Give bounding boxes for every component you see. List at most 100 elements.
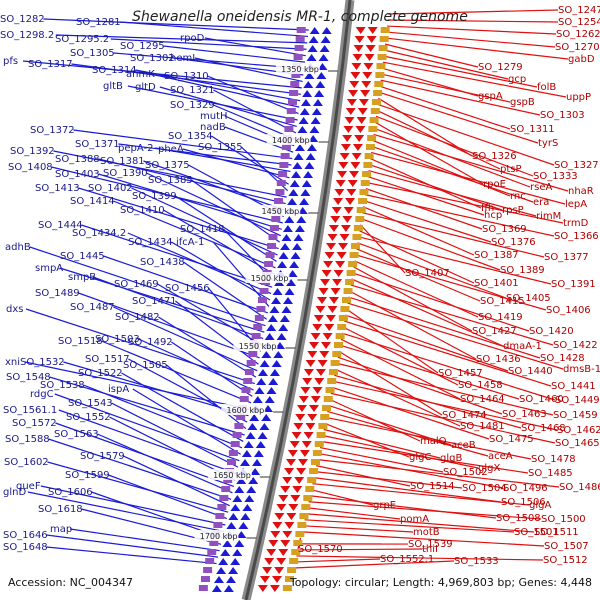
forward-gene-leader: [113, 306, 258, 372]
reverse-gene-label: SO_1422: [553, 340, 598, 351]
forward-gene-arrow: [287, 198, 298, 205]
reverse-gene-arrow: [357, 108, 368, 115]
reverse-category-block: [369, 117, 379, 123]
forward-gene-leader: [213, 89, 297, 134]
reverse-gene-label: glgX: [478, 463, 500, 474]
reverse-gene-arrow: [310, 396, 321, 403]
forward-gene-label: SO_1471: [132, 296, 177, 307]
forward-category-block: [243, 378, 253, 384]
forward-gene-arrow: [240, 459, 251, 466]
reverse-gene-leader: [347, 302, 564, 370]
reverse-gene-label: SO_1419: [478, 312, 523, 323]
reverse-gene-arrow: [333, 198, 344, 205]
forward-category-block: [265, 252, 275, 258]
forward-gene-arrow: [281, 234, 292, 241]
forward-gene-label: SO_1563: [54, 429, 99, 440]
forward-gene-label: SO_1489: [35, 288, 80, 299]
reverse-gene-arrow: [282, 477, 293, 484]
forward-gene-arrow: [266, 324, 277, 331]
reverse-gene-label: SO_1279: [478, 62, 523, 73]
forward-gene-arrow: [308, 36, 319, 43]
reverse-gene-label: SO_1401: [474, 278, 519, 289]
forward-gene-arrow: [305, 153, 316, 160]
reverse-gene-label: dmaA-1: [503, 341, 542, 352]
forward-gene-leader: [59, 267, 265, 333]
reverse-gene-arrow: [351, 63, 362, 70]
reverse-gene-leader: [363, 200, 492, 243]
forward-category-block: [234, 423, 244, 429]
reverse-gene-label: SO_1391: [551, 279, 596, 290]
forward-gene-label: SO_1392: [10, 146, 55, 157]
reverse-gene-label: rnc: [510, 191, 526, 202]
reverse-gene-label: SO_1539: [408, 539, 453, 550]
reverse-gene-arrow: [355, 27, 366, 34]
reverse-gene-arrow: [262, 567, 273, 574]
reverse-gene-arrow: [291, 432, 302, 439]
forward-gene-leader: [46, 534, 219, 558]
kbp-label: 1450 kbp: [262, 207, 300, 216]
reverse-gene-arrow: [367, 27, 378, 34]
reverse-gene-leader: [374, 121, 484, 185]
forward-gene-label: SO_1434.2: [72, 228, 126, 239]
forward-gene-label: SO_1402: [88, 183, 133, 194]
forward-gene-arrow: [318, 54, 329, 61]
reverse-gene-leader: [346, 308, 439, 374]
forward-category-block: [289, 90, 299, 96]
reverse-gene-arrow: [274, 567, 285, 574]
reverse-category-block: [351, 243, 361, 249]
reverse-category-block: [297, 522, 307, 528]
forward-gene-leader: [123, 455, 230, 507]
forward-gene-leader: [127, 85, 298, 121]
reverse-gene-label: rseA: [530, 182, 552, 193]
reverse-gene-label: SO_1254: [558, 17, 600, 28]
forward-gene-arrow: [256, 378, 267, 385]
reverse-gene-arrow: [264, 558, 275, 565]
reverse-gene-arrow: [300, 387, 311, 394]
forward-gene-label: xni: [5, 357, 20, 368]
kbp-label-bg: [233, 340, 278, 351]
reverse-gene-label: SO_1496: [503, 483, 548, 494]
reverse-gene-leader: [330, 392, 556, 444]
genome-backbone-core: [244, 0, 352, 600]
reverse-gene-label: SO_1485: [528, 468, 573, 479]
reverse-category-block: [332, 351, 342, 357]
reverse-gene-label: SO_1366: [554, 231, 599, 242]
forward-gene-arrow: [232, 549, 243, 556]
reverse-gene-label: SO_1481: [460, 421, 505, 432]
kbp-label: 1650 kbp: [213, 471, 251, 480]
reverse-gene-label: gcp: [508, 74, 526, 85]
reverse-gene-label: uppP: [566, 92, 591, 103]
reverse-category-block: [373, 90, 383, 96]
forward-category-block: [258, 297, 267, 303]
reverse-gene-leader: [338, 350, 443, 416]
reverse-gene-arrow: [280, 540, 291, 547]
forward-gene-label: SO_1317: [28, 59, 73, 70]
forward-category-block: [244, 369, 254, 375]
forward-gene-arrow: [278, 324, 289, 331]
reverse-gene-leader: [366, 182, 564, 224]
reverse-category-block: [359, 189, 369, 195]
forward-gene-arrow: [232, 495, 243, 502]
forward-gene-label: SO_1281: [76, 17, 121, 28]
forward-gene-leader: [213, 104, 296, 140]
reverse-category-block: [367, 135, 377, 141]
reverse-gene-leader: [316, 465, 411, 487]
forward-gene-leader: [194, 57, 303, 83]
forward-gene-label: pfs: [3, 56, 18, 67]
forward-gene-arrow: [220, 549, 231, 556]
reverse-gene-leader: [322, 434, 479, 469]
reverse-gene-leader: [335, 368, 461, 427]
reverse-gene-arrow: [303, 369, 314, 376]
forward-gene-arrow: [304, 72, 315, 79]
reverse-gene-label: grpE: [373, 500, 396, 511]
forward-gene-arrow: [223, 585, 234, 592]
forward-gene-leader: [224, 126, 294, 153]
reverse-category-block: [312, 450, 322, 456]
forward-gene-label: SO_1518: [58, 336, 103, 347]
forward-gene-leader: [73, 129, 293, 160]
reverse-category-block: [293, 540, 303, 546]
forward-gene-label: SO_1314: [92, 65, 137, 76]
reverse-category-block: [375, 72, 385, 78]
reverse-category-block: [356, 207, 366, 213]
forward-category-block: [254, 315, 264, 321]
